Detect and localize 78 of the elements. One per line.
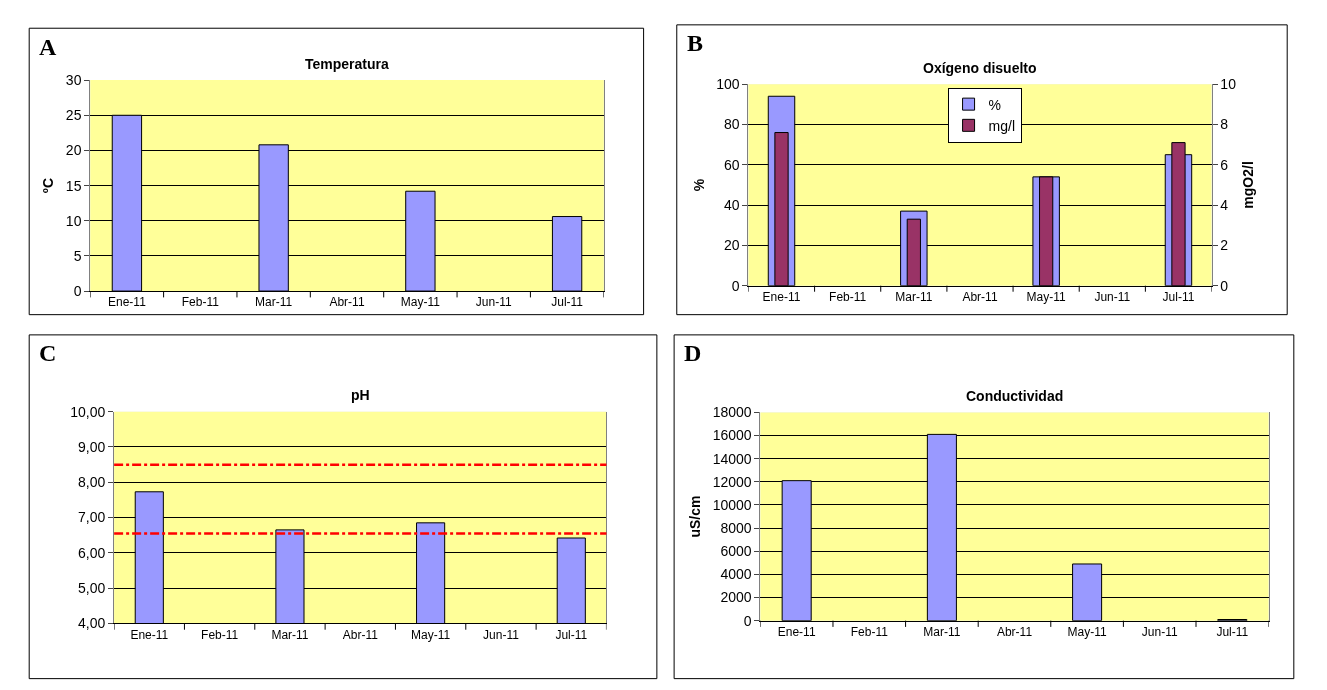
x-tick-label: Ene-11	[777, 625, 816, 640]
y-tick-label: 16000	[712, 427, 752, 444]
y-tick-label: 5,00	[78, 579, 106, 596]
y-tick-label: 30	[65, 72, 82, 89]
x-tick-label: May-11	[400, 295, 441, 310]
x-tick-label: Jun-11	[1141, 625, 1178, 640]
y2-tick-label: 0	[1220, 277, 1229, 294]
x-tick-label: Jun-11	[1094, 290, 1131, 305]
y-tick-label: 10	[65, 212, 82, 229]
y-tick-label: 10,00	[70, 403, 106, 420]
y-tick-label: 18000	[712, 404, 752, 421]
x-tick-label: Jul-11	[1162, 290, 1195, 305]
x-tick-label: Abr-11	[329, 295, 365, 310]
y-axis-title: uS/cm	[687, 495, 704, 538]
y-tick-label: 80	[724, 116, 740, 133]
x-tick-label: Feb-11	[829, 290, 867, 305]
y2-axis-title: mgO2/l	[1240, 161, 1257, 209]
y-tick-label: 8000	[720, 520, 752, 536]
y-tick-label: 6,00	[78, 544, 106, 561]
y-axis-title: ºC	[40, 177, 57, 194]
y-tick-label: 6000	[720, 543, 752, 560]
y-tick-label: 7,00	[78, 509, 106, 526]
y-tick-label: 4000	[720, 566, 752, 583]
y2-tick-label: 8	[1220, 116, 1229, 133]
x-tick-label: Mar-11	[271, 627, 309, 642]
x-tick-label: Abr-11	[996, 625, 1033, 640]
y-tick-label: 12000	[712, 473, 752, 490]
legend-label: mg/l	[988, 117, 1016, 134]
x-tick-label: Feb-11	[850, 625, 889, 640]
x-tick-label: Mar-11	[895, 290, 933, 305]
x-tick-label: Jul-11	[551, 295, 584, 310]
y2-tick-label: 10	[1220, 76, 1237, 93]
chart-title: pH	[351, 387, 370, 403]
x-tick-label: Jul-11	[555, 627, 588, 642]
y-tick-label: 40	[724, 196, 740, 213]
x-tick-label: Ene-11	[762, 290, 801, 305]
y-tick-label: 20	[724, 237, 740, 254]
y-tick-label: 60	[724, 156, 740, 173]
y-tick-label: 4,00	[78, 615, 106, 632]
y-tick-label: 0	[743, 612, 752, 629]
y-tick-label: 15	[65, 177, 82, 194]
x-tick-label: May-11	[411, 627, 451, 642]
x-tick-label: Mar-11	[255, 295, 293, 310]
text: B	[687, 30, 704, 56]
chart-title: Temperatura	[305, 56, 389, 72]
y2-tick-label: 4	[1220, 196, 1229, 213]
x-tick-label: Abr-11	[962, 290, 998, 305]
x-tick-label: Feb-11	[201, 627, 239, 642]
x-tick-label: Abr-11	[342, 627, 379, 642]
y-tick-label: 8,00	[78, 474, 106, 491]
y2-tick-label: 6	[1220, 156, 1229, 173]
chart-title: Conductividad	[966, 388, 1064, 404]
text: C	[39, 340, 57, 366]
x-tick-label: Jun-11	[475, 295, 512, 310]
y-tick-label: 0	[731, 277, 740, 294]
y-tick-label: 2000	[720, 589, 752, 606]
legend-label: %	[988, 96, 1002, 113]
x-tick-label: May-11	[1026, 290, 1067, 305]
x-tick-label: Ene-11	[130, 627, 169, 642]
y-tick-label: 14000	[712, 450, 752, 467]
text: D	[684, 340, 702, 366]
x-tick-label: Mar-11	[923, 625, 961, 640]
x-tick-label: Jun-11	[483, 627, 520, 642]
y-tick-label: 0	[73, 282, 82, 299]
y-axis-title: %	[690, 178, 707, 192]
y-tick-label: 5	[73, 247, 82, 264]
x-tick-label: May-11	[1067, 625, 1107, 640]
x-tick-label: Ene-11	[108, 295, 147, 310]
y-tick-label: 20	[65, 142, 82, 159]
x-tick-label: Feb-11	[181, 295, 220, 310]
y-tick-label: 9,00	[78, 438, 106, 455]
y2-tick-label: 2	[1220, 237, 1229, 254]
text: A	[39, 34, 57, 60]
y-tick-label: 100	[716, 76, 740, 93]
y-tick-label: 25	[65, 107, 82, 124]
y-tick-label: 10000	[712, 496, 752, 513]
chart-title: Oxígeno disuelto	[923, 60, 1037, 76]
x-tick-label: Jul-11	[1216, 625, 1249, 640]
